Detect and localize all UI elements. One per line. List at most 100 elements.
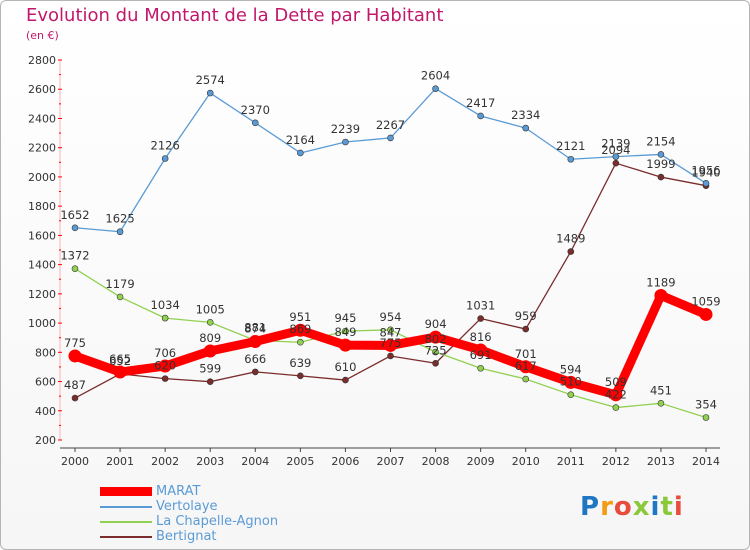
data-label: 847	[380, 325, 402, 339]
x-tick-label: 2011	[557, 455, 585, 468]
data-label: 874	[244, 321, 266, 335]
data-point	[206, 378, 214, 385]
data-point	[161, 375, 169, 382]
data-label: 2154	[646, 134, 675, 148]
data-point	[432, 348, 439, 356]
data-point	[161, 314, 169, 322]
data-label: 509	[605, 375, 627, 389]
y-tick-label: 400	[35, 405, 56, 418]
y-tick-label: 1200	[28, 288, 56, 301]
data-point	[612, 159, 620, 167]
proxiti-logo: Proxiti	[580, 492, 684, 522]
data-label: 1999	[646, 157, 675, 171]
y-tick-label: 600	[35, 376, 56, 389]
data-label: 2164	[286, 133, 315, 147]
data-label: 2126	[151, 139, 180, 153]
legend-swatch	[100, 487, 152, 496]
x-tick-label: 2000	[61, 455, 89, 468]
legend-item: Bertignat	[100, 529, 278, 544]
x-tick-label: 2010	[512, 455, 540, 468]
data-label: 1940	[691, 166, 720, 180]
x-tick-label: 2003	[196, 455, 224, 468]
data-label: 2121	[556, 139, 585, 153]
data-point	[297, 149, 304, 157]
data-point	[432, 85, 439, 92]
legend-swatch	[100, 520, 152, 523]
data-point	[342, 376, 349, 384]
data-label: 1034	[151, 298, 180, 312]
legend: MARAT Vertolaye La Chapelle-Agnon Bertig…	[100, 484, 278, 544]
data-label: 2604	[421, 69, 450, 83]
data-label: 691	[470, 348, 492, 362]
chart-title: Evolution du Montant de la Dette par Hab…	[26, 5, 444, 26]
logo-letter: t	[660, 492, 674, 522]
data-point	[657, 400, 665, 407]
data-point	[251, 368, 259, 376]
x-tick-label: 2002	[151, 455, 179, 468]
y-tick-label: 2400	[28, 112, 56, 125]
data-point	[702, 180, 710, 187]
data-point	[522, 325, 530, 333]
legend-label: Vertolaye	[156, 499, 218, 514]
data-label: 1652	[60, 208, 89, 222]
data-label: 610	[334, 360, 356, 374]
data-label: 706	[154, 346, 176, 360]
data-point	[522, 375, 530, 383]
data-label: 594	[560, 362, 582, 376]
data-point	[206, 319, 214, 326]
x-tick-label: 2006	[331, 455, 359, 468]
data-label: 1059	[691, 294, 720, 308]
data-point	[702, 414, 710, 421]
data-label: 701	[515, 347, 537, 361]
series-line-vertolaye	[74, 87, 707, 233]
data-label: 959	[515, 309, 537, 323]
logo-letter: r	[600, 492, 614, 522]
data-label: 951	[289, 310, 311, 324]
data-label: 945	[334, 311, 356, 325]
data-label: 904	[425, 317, 447, 331]
legend-label: La Chapelle-Agnon	[156, 514, 279, 529]
x-tick-label: 2009	[467, 455, 495, 468]
logo-letter: i	[650, 492, 661, 522]
data-point	[384, 338, 397, 352]
data-label: 665	[109, 352, 131, 366]
data-label: 666	[244, 352, 266, 366]
data-label: 2417	[466, 96, 495, 110]
data-label: 451	[650, 383, 672, 397]
data-point	[657, 151, 665, 158]
legend-label: Bertignat	[156, 529, 217, 544]
data-label: 2267	[376, 118, 405, 132]
data-point	[612, 404, 620, 411]
data-label: 775	[64, 336, 86, 350]
x-tick-label: 2001	[106, 455, 134, 468]
data-point	[387, 134, 394, 142]
data-point	[609, 388, 623, 402]
data-label: 725	[425, 343, 447, 357]
data-point	[248, 334, 262, 348]
x-tick-label: 2007	[377, 455, 405, 468]
y-tick-label: 200	[35, 434, 56, 447]
x-tick-label: 2013	[647, 455, 675, 468]
legend-item: La Chapelle-Agnon	[100, 514, 278, 529]
data-point	[519, 360, 533, 374]
data-label: 639	[289, 356, 311, 370]
data-point	[251, 119, 259, 127]
data-point	[203, 344, 217, 358]
data-point	[567, 155, 575, 163]
data-point	[116, 228, 124, 236]
data-point	[116, 293, 124, 301]
data-point	[338, 338, 352, 352]
data-point	[387, 352, 394, 360]
data-label: 1625	[105, 212, 134, 226]
data-point	[432, 359, 439, 367]
data-point	[342, 138, 349, 146]
data-label: 422	[605, 388, 627, 402]
data-label: 487	[64, 378, 86, 392]
data-label: 2370	[241, 103, 270, 117]
data-label: 1005	[196, 302, 225, 316]
data-label: 869	[289, 322, 311, 336]
y-tick-label: 1600	[28, 229, 56, 242]
data-label: 881	[244, 320, 266, 334]
data-point	[113, 365, 127, 379]
